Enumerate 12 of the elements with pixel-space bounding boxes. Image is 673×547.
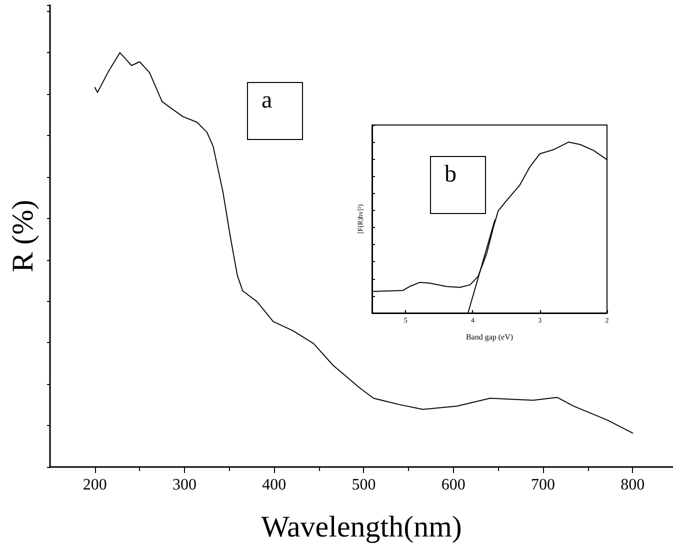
x-tick-label: 600 bbox=[441, 476, 466, 494]
annotation: b bbox=[444, 162, 456, 188]
x-axis-title: Wavelength(nm) bbox=[261, 510, 462, 544]
x-tick-label: 200 bbox=[82, 476, 107, 494]
x-tick-label: 700 bbox=[531, 476, 556, 494]
y-axis-title: R (%) bbox=[6, 200, 40, 272]
x-tick-label: 300 bbox=[172, 476, 196, 494]
x-tick-label: 400 bbox=[262, 476, 286, 494]
x-tick-label: 800 bbox=[620, 476, 645, 494]
annotation: a bbox=[262, 88, 272, 114]
x-tick-label: 500 bbox=[352, 476, 376, 494]
x-axis-title: Band gap (eV) bbox=[466, 332, 514, 342]
